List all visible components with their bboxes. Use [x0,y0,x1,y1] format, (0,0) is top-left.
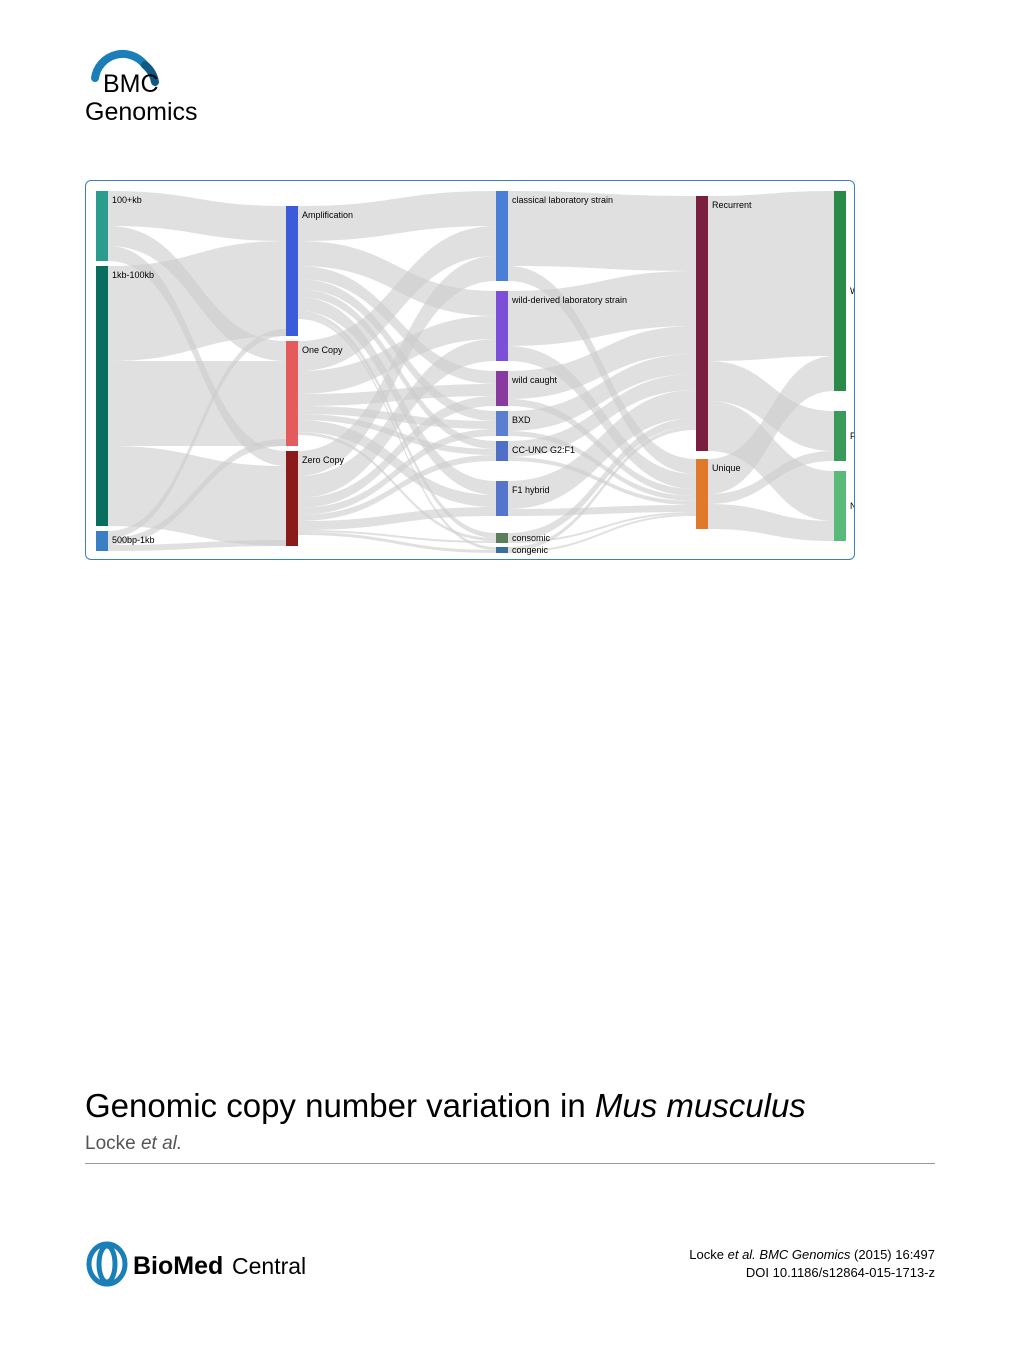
svg-text:BioMed: BioMed [133,1252,223,1280]
sankey-node-none [834,471,846,541]
sankey-node-zero [286,451,298,546]
sankey-node-congenic [496,547,508,553]
sankey-label-whole: Whole [850,286,855,296]
sankey-label-f1hyb: F1 hybrid [512,485,550,495]
citation-line1: Locke et al. BMC Genomics (2015) 16:497 [689,1246,935,1264]
sankey-node-wildlab [496,291,508,361]
sankey-node-wildcaught [496,371,508,406]
author-name: Locke [85,1133,141,1154]
sankey-label-500bp: 500bp-1kb [112,535,155,545]
biomed-central-logo: BioMed Central [85,1239,325,1289]
sankey-label-classical: classical laboratory strain [512,195,613,205]
title-plain: Genomic copy number variation in [85,1087,595,1124]
sankey-diagram: 100+kb 1kb-100kb 500bp-1kb Amplification One… [85,180,855,560]
sankey-node-recurrent [696,196,708,451]
article-title: Genomic copy number variation in Mus mus… [85,1087,935,1125]
sankey-label-ccunc: CC-UNC G2:F1 [512,445,575,455]
sankey-node-amp [286,206,298,336]
title-section: Genomic copy number variation in Mus mus… [85,1087,935,1164]
sankey-label-bxd: BXD [512,415,531,425]
sankey-label-wildcaught: wild caught [511,375,558,385]
logo-text-genomics: Genomics [85,98,198,126]
sankey-label-wildlab: wild-derived laboratory strain [511,295,627,305]
citation-author: Locke [689,1247,727,1262]
citation-doi: DOI 10.1186/s12864-015-1713-z [689,1264,935,1282]
sankey-node-unique [696,459,708,529]
authors-line: Locke et al. [85,1133,935,1164]
publisher-med: Med [173,1252,223,1280]
citation-journal: et al. BMC Genomics [728,1247,854,1262]
citation-block: Locke et al. BMC Genomics (2015) 16:497 … [689,1246,935,1282]
author-etal: et al. [141,1133,182,1154]
sankey-node-f1hyb [496,481,508,516]
sankey-node-ccunc [496,441,508,461]
page-container: BMC Genomics 100+kb 1kb-100kb 500bp-1kb Amp… [0,0,1020,1359]
sankey-label-unique: Unique [712,463,741,473]
publisher-central: Central [232,1253,306,1279]
sankey-link [708,191,834,361]
logo-text-bmc: BMC [103,70,159,98]
sankey-label-zero: Zero Copy [302,455,345,465]
publisher-bio: Bio [133,1252,173,1280]
bmc-genomics-logo: BMC Genomics [85,40,245,130]
sankey-node-1kb100 [96,266,108,526]
sankey-label-none: None [850,501,855,511]
sankey-label-100kb: 100+kb [112,195,142,205]
sankey-node-one [286,341,298,446]
sankey-label-1kb100: 1kb-100kb [112,270,154,280]
title-species: Mus musculus [595,1087,806,1124]
sankey-label-partial: Partial [850,431,855,441]
sankey-node-100kb [96,191,108,261]
sankey-node-whole [834,191,846,391]
sankey-node-bxd [496,411,508,436]
sankey-label-consomic: consomic [512,533,551,543]
sankey-node-classical [496,191,508,281]
citation-vol: (2015) 16:497 [854,1247,935,1262]
sankey-node-500bp [96,531,108,551]
footer: BioMed Central Locke et al. BMC Genomics… [85,1239,935,1289]
sankey-label-amp: Amplification [302,210,353,220]
sankey-label-congenic: congenic [512,545,549,555]
sankey-node-partial [834,411,846,461]
sankey-node-consomic [496,533,508,543]
sankey-label-recurrent: Recurrent [712,200,752,210]
sankey-label-one: One Copy [302,345,343,355]
